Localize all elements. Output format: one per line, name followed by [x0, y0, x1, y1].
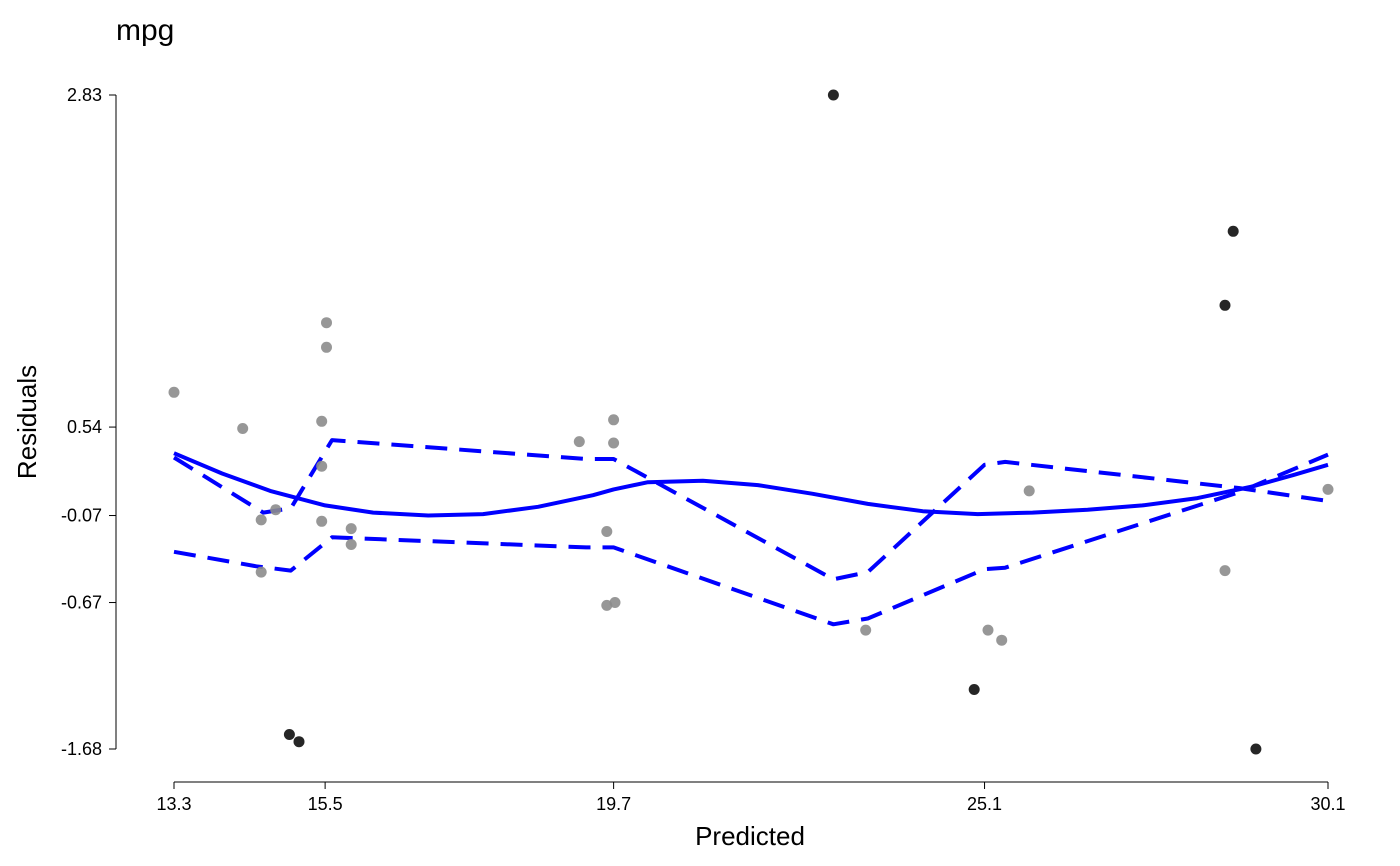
x-tick-label: 30.1 [1310, 794, 1345, 814]
data-point [1023, 485, 1035, 497]
y-tick-label: 2.83 [67, 85, 102, 105]
data-point [608, 437, 620, 449]
y-tick-label: -0.07 [61, 506, 102, 526]
plot-title: mpg [116, 14, 174, 47]
data-point [237, 423, 249, 434]
x-axis-title: Predicted [695, 821, 805, 851]
outlier-point [293, 736, 305, 748]
upper-band-line [172, 438, 1329, 582]
data-point [321, 317, 332, 329]
data-point [316, 515, 328, 527]
data-point [608, 414, 620, 426]
points-layer [168, 89, 1334, 755]
outlier-point [827, 89, 839, 101]
x-tick-label: 13.3 [156, 794, 191, 814]
y-tick-label: 0.54 [67, 417, 102, 437]
band-lower-layer [173, 452, 1329, 627]
data-point [255, 566, 267, 578]
outlier-point [1250, 743, 1262, 755]
data-point [270, 504, 282, 516]
band-upper-layer [172, 438, 1329, 582]
x-axis-ticks: 13.3 15.5 19.7 25.1 30.1 [156, 782, 1346, 814]
data-point [345, 539, 357, 550]
smooth-layer [173, 451, 1329, 518]
data-point [1322, 483, 1334, 495]
x-tick-label: 19.7 [596, 794, 631, 814]
lower-band-line [173, 452, 1329, 627]
outlier-point [283, 729, 295, 740]
data-point [345, 523, 357, 535]
x-tick-label: 15.5 [308, 794, 343, 814]
y-tick-label: -0.67 [61, 593, 102, 613]
data-point [316, 415, 328, 427]
data-point [255, 514, 267, 526]
outlier-point [1219, 299, 1231, 311]
data-point [601, 526, 613, 537]
y-tick-label: -1.68 [61, 739, 102, 759]
data-point [168, 386, 180, 398]
y-axis-ticks: 2.83 0.54 -0.07 -0.67 -1.68 [61, 85, 116, 759]
y-axis-title: Residuals [12, 365, 42, 479]
outlier-point [968, 684, 980, 695]
data-point [996, 634, 1008, 646]
data-point [316, 460, 328, 472]
data-point [321, 341, 332, 353]
data-point [573, 436, 585, 448]
x-tick-label: 25.1 [967, 794, 1002, 814]
data-point [1219, 565, 1231, 577]
outlier-point [1227, 225, 1239, 237]
data-point [982, 624, 994, 636]
smooth-line [173, 451, 1329, 518]
data-point [609, 597, 621, 608]
data-point [860, 624, 872, 636]
